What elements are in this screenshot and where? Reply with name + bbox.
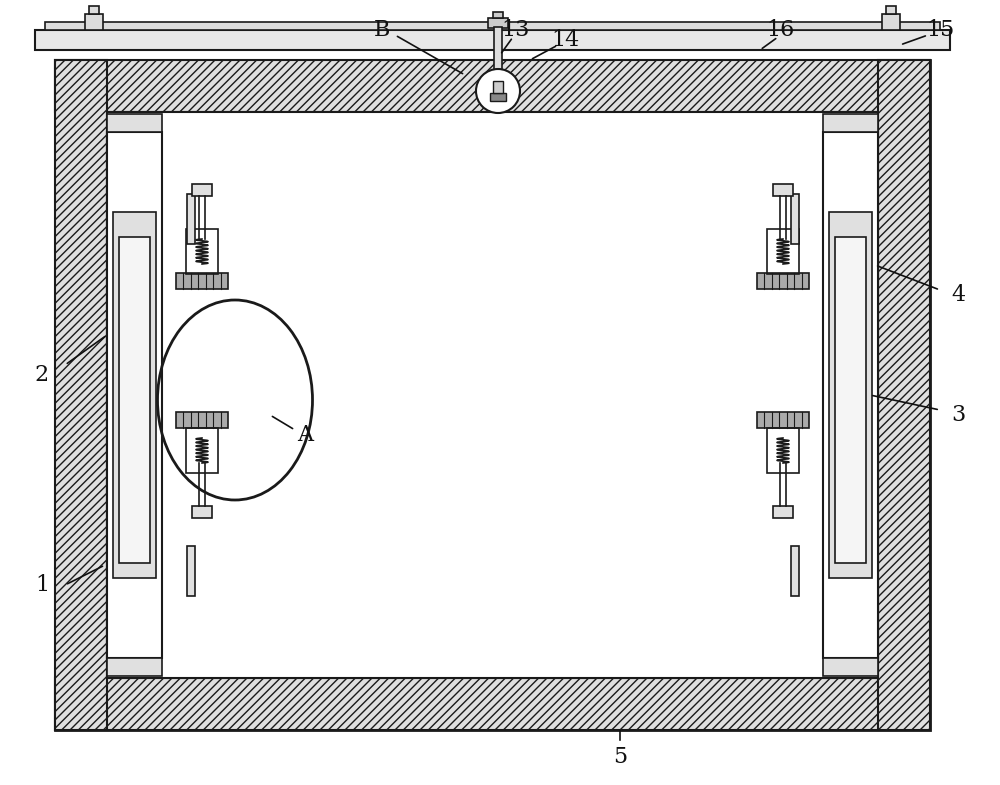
Bar	[107, 114, 162, 132]
Text: B: B	[374, 19, 390, 41]
Bar	[490, 93, 506, 101]
Bar	[773, 506, 793, 518]
Text: 1: 1	[35, 574, 49, 596]
Bar	[187, 546, 195, 596]
Bar	[767, 428, 799, 473]
Bar	[757, 273, 809, 289]
Text: 2: 2	[35, 364, 49, 386]
Bar	[107, 132, 162, 658]
Text: 13: 13	[501, 19, 529, 41]
Bar	[791, 194, 799, 244]
Bar	[882, 14, 900, 30]
Text: 15: 15	[926, 19, 954, 41]
Text: 3: 3	[951, 404, 965, 426]
Bar	[773, 184, 793, 196]
Bar	[89, 6, 99, 14]
Bar	[493, 81, 503, 93]
Bar	[493, 12, 503, 18]
Bar	[878, 60, 930, 730]
Bar	[186, 229, 218, 274]
Bar	[192, 506, 212, 518]
Bar	[85, 14, 103, 30]
Text: A: A	[297, 424, 313, 446]
Bar	[55, 60, 930, 730]
Bar	[45, 22, 940, 30]
Bar	[119, 237, 150, 563]
Bar	[829, 212, 872, 578]
Bar	[55, 60, 107, 730]
Bar	[757, 412, 809, 428]
Bar	[176, 412, 228, 428]
Bar	[192, 184, 212, 196]
Bar	[488, 18, 508, 28]
Bar	[823, 658, 878, 676]
Bar	[35, 30, 950, 50]
Text: 14: 14	[551, 29, 579, 51]
Bar	[113, 212, 156, 578]
Bar	[187, 194, 195, 244]
Bar	[186, 428, 218, 473]
Bar	[835, 237, 866, 563]
Bar	[823, 114, 878, 132]
Bar	[107, 658, 162, 676]
Text: 4: 4	[951, 284, 965, 306]
Text: 16: 16	[766, 19, 794, 41]
Bar	[176, 273, 228, 289]
Bar	[791, 546, 799, 596]
Bar	[767, 229, 799, 274]
Bar	[55, 678, 930, 730]
Bar	[823, 132, 878, 658]
Bar	[886, 6, 896, 14]
Bar	[55, 60, 930, 112]
Bar	[107, 112, 878, 678]
Text: 5: 5	[613, 746, 627, 768]
Bar	[494, 27, 502, 85]
Circle shape	[476, 69, 520, 113]
